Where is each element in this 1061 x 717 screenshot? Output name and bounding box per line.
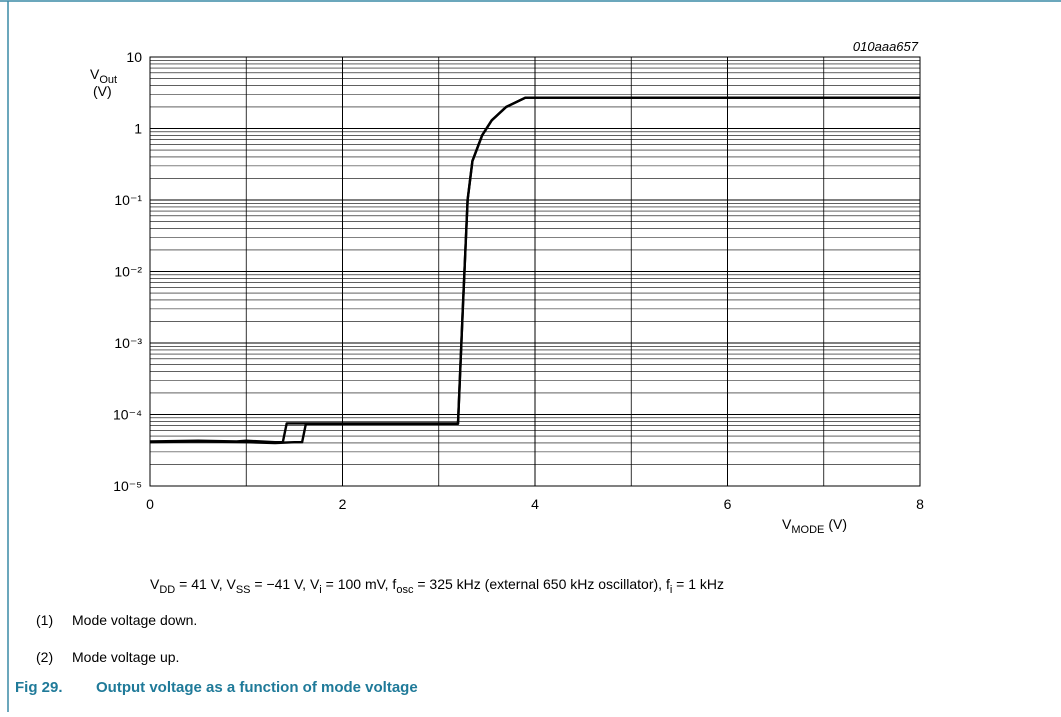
caption-text: Output voltage as a function of mode vol… [96, 679, 418, 696]
y-tick-label: 10⁻¹ [114, 192, 142, 208]
y-label-sub: Out [99, 74, 117, 86]
condition-sub: osc [396, 584, 414, 596]
condition-sub: DD [159, 584, 175, 596]
y-tick-label: 10 [126, 49, 142, 65]
condition-sub: i [319, 584, 321, 596]
y-tick-label: 10⁻² [114, 264, 142, 280]
x-tick-label: 2 [339, 496, 347, 512]
x-tick-label: 0 [146, 496, 154, 512]
caption-number: Fig 29. [15, 679, 63, 696]
condition-text: = 325 kHz (external 650 kHz oscillator),… [413, 576, 669, 592]
data-line [149, 96, 920, 445]
y-label-main: V [90, 66, 100, 82]
x-label-unit: (V) [828, 516, 847, 532]
x-tick-label: 8 [916, 496, 924, 512]
y-tick-label: 10⁻⁵ [113, 478, 142, 494]
y-axis-unit: (V) [93, 83, 112, 99]
x-label-main: V [782, 516, 792, 532]
y-axis-label: VOut [90, 66, 117, 86]
x-axis-label: VMODE (V) [782, 516, 847, 536]
conditions: VDD = 41 V, VSS = −41 V, Vi = 100 mV, fo… [150, 576, 724, 596]
x-label-sub: MODE [791, 524, 824, 536]
notes: (1) Mode voltage down. (2) Mode voltage up. [36, 612, 197, 665]
x-tick-label: 6 [724, 496, 732, 512]
x-tick-label: 4 [531, 496, 539, 512]
plot-frame [149, 56, 921, 487]
y-tick-label: 10⁻³ [114, 335, 142, 351]
y-tick-label: 10⁻⁴ [113, 407, 142, 423]
note-text: Mode voltage up. [72, 649, 179, 665]
y-tick-label: 1 [134, 121, 142, 137]
condition-text: = 100 mV, f [322, 576, 397, 592]
condition-sub: SS [236, 584, 251, 596]
condition-sub: i [670, 584, 672, 596]
condition-text: = −41 V, V [251, 576, 320, 592]
caption: Fig 29. Output voltage as a function of m… [15, 679, 418, 696]
chart-id: 010aaa657 [853, 39, 919, 54]
condition-text: = 41 V, V [175, 576, 236, 592]
note-text: Mode voltage down. [72, 612, 197, 628]
note-marker: (2) [36, 649, 53, 665]
grid [149, 56, 921, 487]
condition-text: = 1 kHz [672, 576, 724, 592]
note-marker: (1) [36, 612, 53, 628]
condition-text: V [150, 576, 160, 592]
